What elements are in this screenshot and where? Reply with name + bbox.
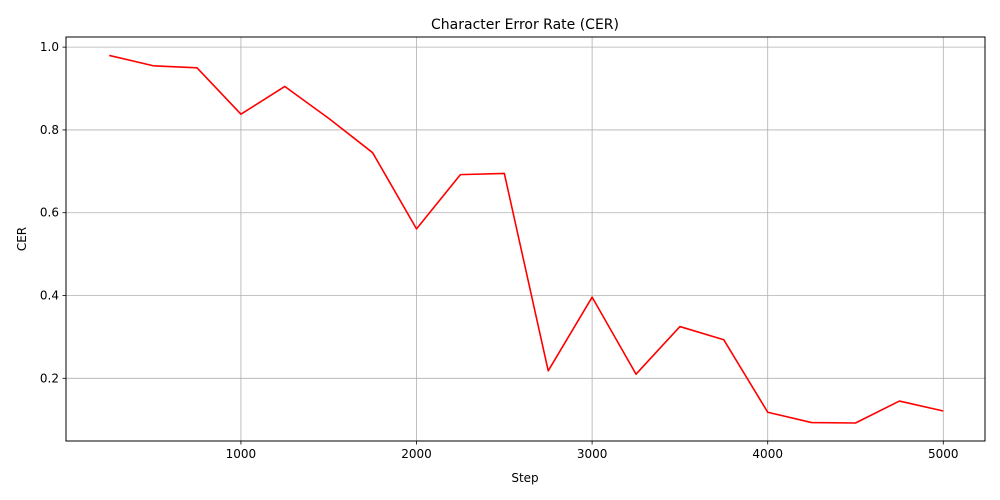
y-axis-label: CER xyxy=(15,227,29,251)
x-tick-label: 3000 xyxy=(577,447,608,461)
x-axis-ticks: 1000 2000 3000 4000 5000 xyxy=(226,441,959,461)
x-tick-label: 2000 xyxy=(401,447,432,461)
cer-series-line xyxy=(109,54,944,424)
y-tick-label: 0.6 xyxy=(40,206,59,220)
y-tick-label: 0.8 xyxy=(40,123,59,137)
x-tick-label: 5000 xyxy=(928,447,959,461)
y-tick-label: 1.0 xyxy=(40,40,59,54)
series-layer xyxy=(109,54,944,424)
y-tick-label: 0.4 xyxy=(40,289,59,303)
grid-lines xyxy=(66,37,985,441)
y-axis-ticks: 0.2 0.4 0.6 0.8 1.0 xyxy=(40,40,66,385)
plot-area-frame xyxy=(65,36,986,442)
x-axis-label: Step xyxy=(511,471,538,485)
x-tick-label: 1000 xyxy=(226,447,257,461)
x-tick-label: 4000 xyxy=(752,447,783,461)
chart-title: Character Error Rate (CER) xyxy=(431,17,619,33)
y-tick-label: 0.2 xyxy=(40,371,59,385)
